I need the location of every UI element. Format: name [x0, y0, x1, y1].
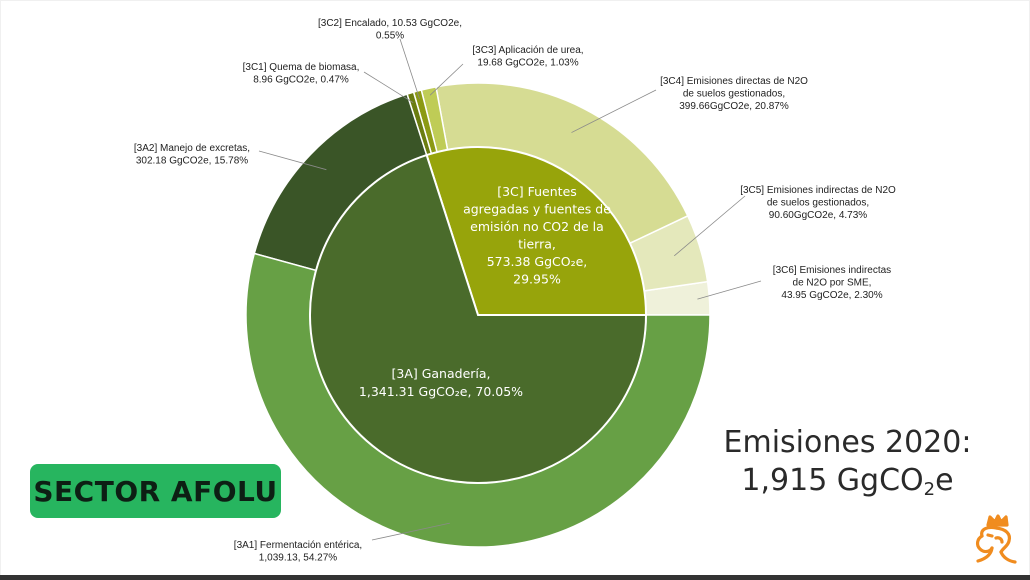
data-label-3c4: [3C4] Emisiones directas de N2O de suelos… [660, 76, 808, 112]
leader-line-3c4 [571, 89, 657, 133]
leader-line-3c6 [697, 280, 762, 300]
data-label-line: 399.66GgCO2e, 20.87% [679, 101, 789, 112]
leader-line-3c5 [674, 195, 746, 257]
data-label-line: de suelos gestionados, [767, 198, 869, 209]
data-label-line: de suelos gestionados, [683, 89, 785, 100]
data-label-line: de N2O por SME, [793, 278, 872, 289]
leader-line-3a2 [258, 150, 327, 171]
inner-label-3c: [3C] Fuentes agregadas y fuentes de emisió… [463, 184, 611, 287]
total-value-main: 1,915 GgCO [741, 463, 924, 498]
data-label-3c3: [3C3] Aplicación de urea, 19.68 GgCO2e, 1… [472, 45, 583, 69]
inner-label-line: 29.95% [513, 272, 561, 287]
sector-badge-text: SECTOR AFOLU [33, 474, 278, 508]
inner-label-line: agregadas y fuentes de [463, 202, 611, 217]
data-label-line: 19.68 GgCO2e, 1.03% [477, 58, 578, 69]
total-emissions-title: Emisiones 2020: [723, 425, 972, 460]
inner-slice-3a [309, 153, 648, 484]
leader-lines [258, 38, 762, 541]
data-label-line: [3C3] Aplicación de urea, [472, 45, 583, 56]
data-label-line: 90.60GgCO2e, 4.73% [769, 210, 868, 221]
data-label-line: 302.18 GgCO2e, 15.78% [136, 156, 248, 167]
data-label-line: 0.55% [376, 31, 404, 42]
inner-label-line: [3A] Ganadería, [391, 366, 490, 381]
data-label-line: [3C1] Quema de biomasa, [243, 62, 360, 73]
total-emissions-value: 1,915 GgCO2e [715, 462, 980, 509]
data-label-3c2: [3C2] Encalado, 10.53 GgCO2e, 0.55% [318, 18, 462, 42]
data-labels: [3C6] Emisiones indirectas de N2O por SME… [134, 18, 896, 564]
data-label-3c6: [3C6] Emisiones indirectas de N2O por SME… [773, 265, 891, 301]
leader-line-3c2 [399, 38, 420, 99]
inner-slice-3c [425, 146, 648, 316]
data-label-3c5: [3C5] Emisiones indirectas de N2O de suel… [740, 185, 896, 221]
data-label-line: 43.95 GgCO2e, 2.30% [781, 290, 882, 301]
inner-label-3a: [3A] Ganadería, 1,341.31 GgCO₂e, 70.05% [359, 366, 523, 399]
data-label-line: [3C5] Emisiones indirectas de N2O [740, 185, 896, 196]
total-value-suffix: e [935, 463, 954, 498]
crowned-lion-logo-icon [975, 514, 1017, 564]
inner-label-line: [3C] Fuentes [497, 184, 577, 199]
total-value-subscript: 2 [923, 479, 936, 500]
total-emissions: Emisiones 2020: 1,915 GgCO2e [715, 424, 980, 509]
data-label-line: 1,039.13, 54.27% [259, 553, 338, 564]
inner-label-line: emisión no CO2 de la [470, 219, 604, 234]
data-label-line: [3A1] Fermentación entérica, [234, 540, 362, 551]
data-label-line: [3C6] Emisiones indirectas [773, 265, 891, 276]
data-label-3a2: [3A2] Manejo de excretas, 302.18 GgCO2e, … [134, 143, 250, 167]
inner-label-line: tierra, [518, 237, 556, 252]
leader-line-3c1 [363, 71, 414, 103]
inner-label-line: 573.38 GgCO₂e, [487, 254, 588, 269]
data-label-3c1: [3C1] Quema de biomasa, 8.96 GgCO2e, 0.47… [243, 62, 360, 86]
data-label-line: [3C2] Encalado, 10.53 GgCO2e, [318, 18, 462, 29]
sector-badge: SECTOR AFOLU [30, 464, 281, 518]
inner-ring [309, 146, 648, 484]
leader-line-3c3 [429, 63, 464, 96]
data-label-3a1: [3A1] Fermentación entérica, 1,039.13, 54… [234, 540, 362, 564]
data-label-line: [3A2] Manejo de excretas, [134, 143, 250, 154]
leader-line-3a1 [371, 522, 450, 541]
bottom-divider [0, 575, 1030, 580]
data-label-line: 8.96 GgCO2e, 0.47% [253, 75, 349, 86]
inner-label-line: 1,341.31 GgCO₂e, 70.05% [359, 384, 523, 399]
data-label-line: [3C4] Emisiones directas de N2O [660, 76, 808, 87]
